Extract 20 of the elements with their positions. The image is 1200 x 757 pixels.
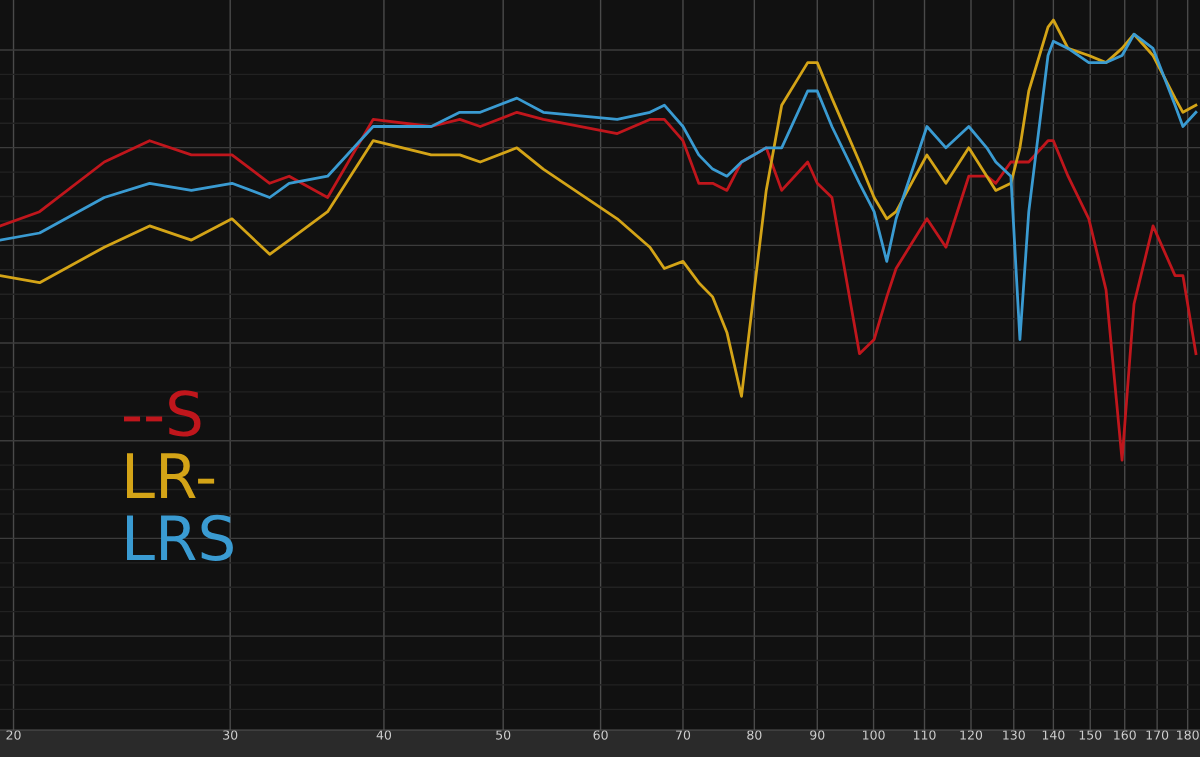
x-tick-label: 110: [913, 730, 936, 740]
text: --S: [123, 390, 201, 437]
x-tick-label: 30: [223, 730, 238, 740]
text: LRS: [127, 514, 233, 561]
x-tick-label: 80: [747, 730, 762, 740]
x-tick-label: 150: [1079, 730, 1102, 740]
x-tick-label: 100: [863, 730, 885, 740]
x-tick-label: 20: [6, 730, 21, 740]
x-tick-label: 160: [1114, 730, 1136, 740]
x-tick-label: 50: [496, 730, 511, 740]
x-tick-label: 90: [810, 730, 825, 740]
x-tick-label: 70: [676, 730, 691, 740]
x-tick-label: 140: [1042, 730, 1065, 740]
x-tick-label: 60: [593, 730, 608, 740]
x-tick-label: 170: [1146, 730, 1169, 740]
x-tick-label: 130: [1003, 730, 1025, 740]
x-tick-label: 40: [376, 730, 392, 740]
text: LR-: [127, 453, 215, 498]
x-tick-label: 180: [1177, 730, 1199, 740]
x-tick-label: 120: [960, 730, 983, 740]
